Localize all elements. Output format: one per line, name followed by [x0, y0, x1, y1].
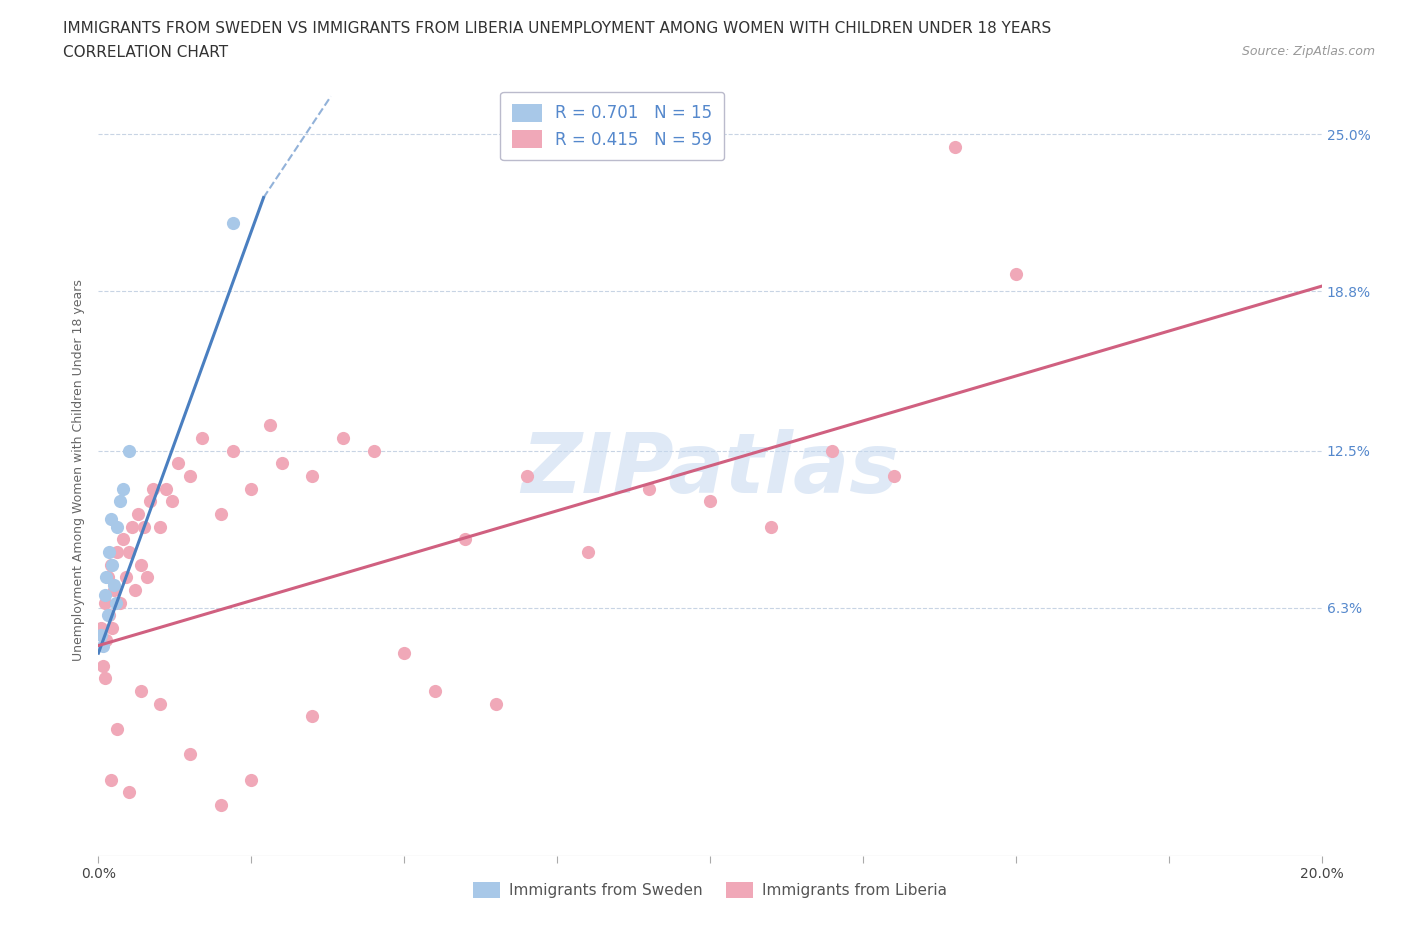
Point — [108, 494, 131, 509]
Point — [124, 582, 146, 597]
Point — [104, 595, 127, 610]
Point — [485, 697, 508, 711]
Point — [301, 469, 323, 484]
Point — [332, 431, 354, 445]
Point — [118, 785, 141, 800]
Point — [100, 512, 122, 526]
Point — [209, 507, 232, 522]
Point — [105, 519, 128, 534]
Point — [423, 684, 446, 698]
Point — [98, 544, 121, 559]
Point — [179, 747, 201, 762]
Point — [118, 544, 141, 559]
Point — [301, 709, 323, 724]
Point — [97, 570, 120, 585]
Point — [392, 645, 416, 660]
Point — [363, 444, 385, 458]
Point — [883, 469, 905, 484]
Point — [103, 582, 125, 597]
Point — [98, 607, 121, 622]
Point — [93, 595, 115, 610]
Text: IMMIGRANTS FROM SWEDEN VS IMMIGRANTS FROM LIBERIA UNEMPLOYMENT AMONG WOMEN WITH : IMMIGRANTS FROM SWEDEN VS IMMIGRANTS FRO… — [63, 21, 1052, 36]
Point — [118, 444, 141, 458]
Point — [270, 456, 294, 471]
Point — [149, 519, 172, 534]
Legend: Immigrants from Sweden, Immigrants from Liberia: Immigrants from Sweden, Immigrants from … — [465, 874, 955, 906]
Point — [134, 519, 156, 534]
Point — [129, 684, 152, 698]
Point — [100, 772, 122, 787]
Point — [129, 557, 152, 572]
Point — [111, 532, 134, 547]
Point — [259, 418, 281, 432]
Point — [91, 638, 114, 653]
Point — [179, 469, 201, 484]
Point — [821, 444, 844, 458]
Point — [101, 557, 124, 572]
Point — [454, 532, 477, 547]
Point — [97, 607, 120, 622]
Point — [167, 456, 190, 471]
Point — [155, 481, 177, 496]
Point — [127, 507, 149, 522]
Point — [222, 216, 245, 231]
Point — [149, 697, 172, 711]
Point — [105, 722, 128, 737]
Point — [90, 620, 112, 635]
Point — [240, 481, 263, 496]
Point — [222, 444, 245, 458]
Y-axis label: Unemployment Among Women with Children Under 18 years: Unemployment Among Women with Children U… — [72, 279, 86, 660]
Text: CORRELATION CHART: CORRELATION CHART — [63, 45, 228, 60]
Point — [108, 595, 131, 610]
Point — [93, 671, 115, 686]
Text: ZIPatlas: ZIPatlas — [522, 429, 898, 511]
Point — [105, 544, 128, 559]
Point — [761, 519, 783, 534]
Point — [90, 628, 112, 643]
Point — [121, 519, 143, 534]
Point — [101, 620, 124, 635]
Point — [136, 570, 159, 585]
Point — [516, 469, 538, 484]
Point — [142, 481, 165, 496]
Point — [103, 578, 125, 592]
Point — [100, 557, 122, 572]
Point — [91, 658, 114, 673]
Point — [943, 140, 966, 154]
Point — [1004, 266, 1026, 281]
Point — [576, 544, 599, 559]
Point — [191, 431, 214, 445]
Point — [699, 494, 721, 509]
Point — [139, 494, 162, 509]
Point — [93, 588, 115, 603]
Point — [94, 633, 117, 648]
Point — [94, 570, 117, 585]
Text: Source: ZipAtlas.com: Source: ZipAtlas.com — [1241, 45, 1375, 58]
Point — [240, 772, 263, 787]
Point — [637, 481, 661, 496]
Point — [209, 798, 232, 813]
Point — [115, 570, 138, 585]
Point — [111, 481, 134, 496]
Point — [160, 494, 183, 509]
